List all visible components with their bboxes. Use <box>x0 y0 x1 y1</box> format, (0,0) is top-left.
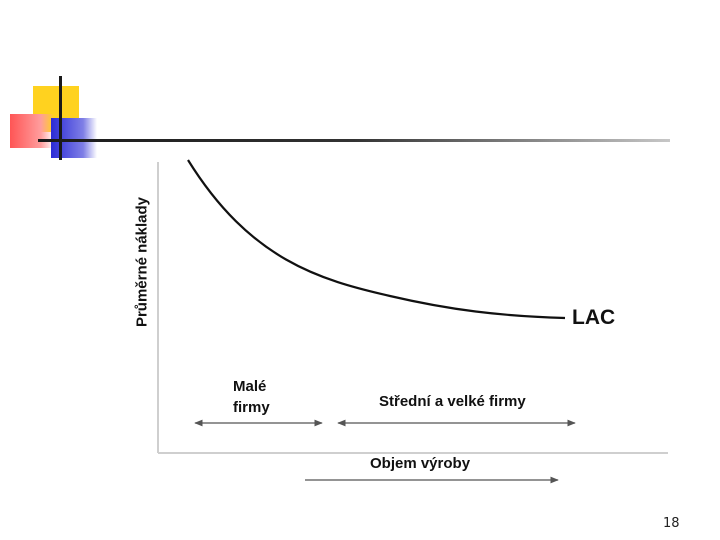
lac-curve-label: LAC <box>572 306 616 329</box>
small-firms-label-line2: firmy <box>233 399 270 416</box>
page-number: 18 <box>663 516 680 531</box>
decor-red-square <box>10 114 54 148</box>
decor-blue-square <box>51 118 97 158</box>
lac-curve <box>187 159 566 320</box>
small-firms-label: Malé firmy <box>233 376 270 418</box>
y-axis-label: Průměrné náklady <box>133 196 151 328</box>
decor-vertical-bar <box>59 76 62 160</box>
x-axis-label: Objem výroby <box>370 455 471 472</box>
large-firms-label: Střední a velké firmy <box>379 393 526 410</box>
small-firms-label-line1: Malé <box>233 378 267 395</box>
title-divider-line <box>38 139 670 142</box>
